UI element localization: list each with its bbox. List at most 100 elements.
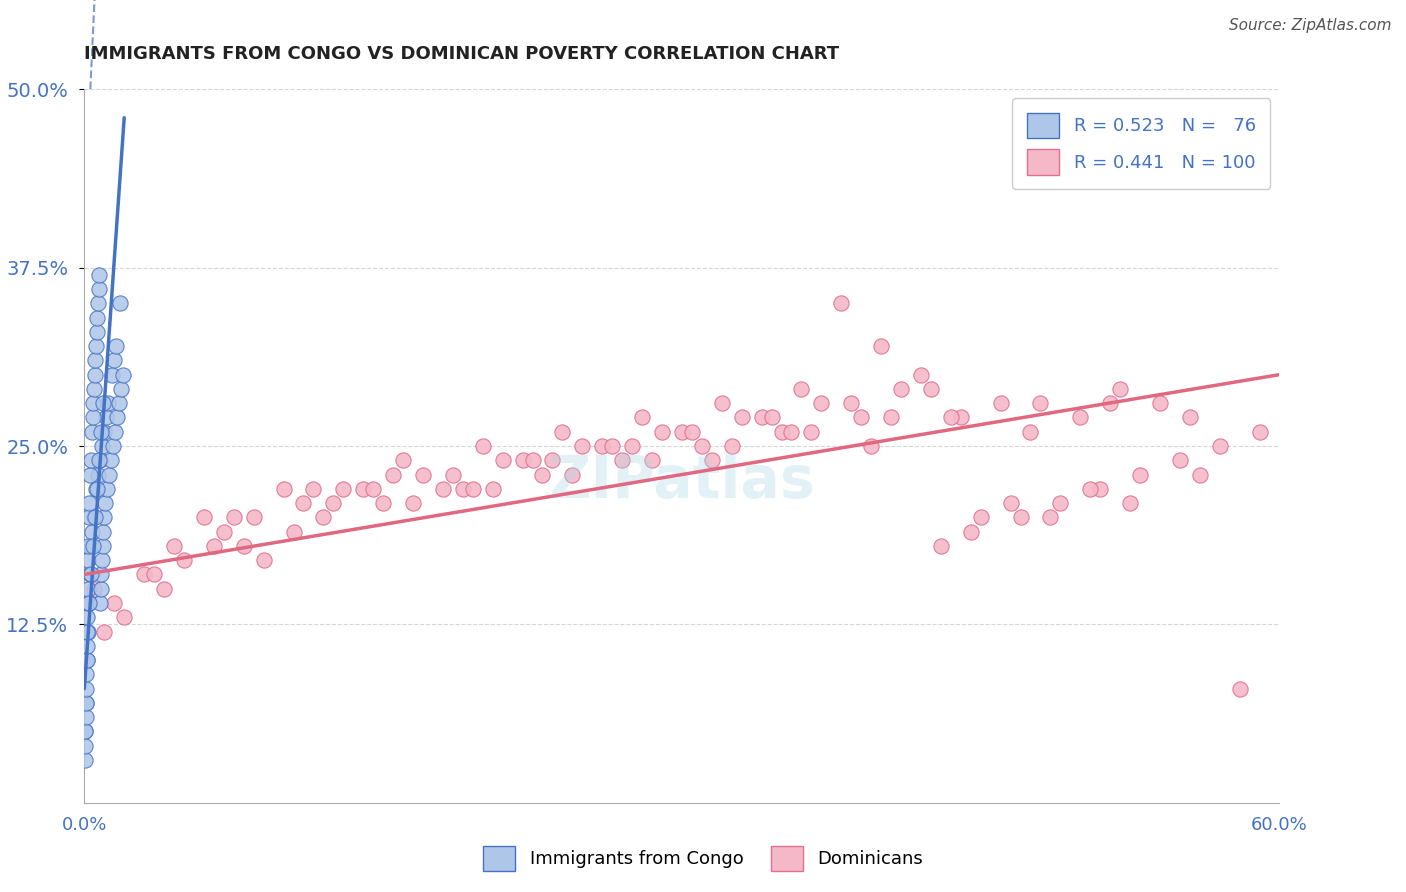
Point [80,453,103,467]
Point [1069,410,1091,425]
Point [90,582,112,596]
Point [73,739,96,753]
Point [1109,382,1132,396]
Point [990,396,1012,410]
Point [202,539,225,553]
Point [531,467,554,482]
Point [104,425,127,439]
Point [880,410,903,425]
Point [849,410,872,425]
Point [959,524,981,539]
Point [105,410,128,425]
Point [402,496,425,510]
Point [82,396,104,410]
Point [79,467,101,482]
Point [292,496,315,510]
Point [103,439,125,453]
Point [91,524,114,539]
Point [700,453,723,467]
Point [132,567,156,582]
Point [112,610,135,624]
Point [382,467,405,482]
Point [1019,425,1042,439]
Point [621,439,644,453]
Point [610,453,633,467]
Point [83,510,105,524]
Point [75,724,97,739]
Point [82,539,104,553]
Text: Source: ZipAtlas.com: Source: ZipAtlas.com [1229,18,1392,33]
Point [75,667,97,681]
Point [91,539,114,553]
Point [110,382,132,396]
Point [75,696,97,710]
Point [312,510,335,524]
Point [87,453,110,467]
Point [1208,439,1232,453]
Point [77,624,100,639]
Point [97,396,120,410]
Point [91,396,114,410]
Point [100,453,122,467]
Point [105,339,128,353]
Point [1049,496,1071,510]
Point [94,496,117,510]
Point [780,425,803,439]
Text: 0.0%: 0.0% [62,816,107,834]
Point [302,482,325,496]
Point [90,553,112,567]
Point [1178,410,1201,425]
Point [720,439,742,453]
Point [1249,425,1271,439]
Point [86,310,108,325]
Point [84,339,107,353]
Point [80,539,103,553]
Point [82,410,104,425]
Point [103,596,125,610]
Point [93,425,115,439]
Point [75,696,97,710]
Point [790,382,813,396]
Point [93,510,115,524]
Point [1129,467,1152,482]
Point [492,453,515,467]
Point [87,282,110,296]
Point [76,624,98,639]
Point [571,439,593,453]
Point [91,439,114,453]
Point [193,510,215,524]
Point [770,425,793,439]
Point [1119,496,1142,510]
Point [651,425,673,439]
Point [1010,510,1032,524]
Point [86,482,108,496]
Point [481,482,503,496]
Point [87,467,110,482]
Point [929,539,952,553]
Point [77,596,100,610]
Point [153,582,176,596]
Point [731,410,754,425]
Point [641,453,664,467]
Point [371,496,394,510]
Point [96,482,118,496]
Point [93,624,115,639]
Point [87,296,110,310]
Point [671,425,693,439]
Point [76,596,98,610]
Point [76,639,98,653]
Point [939,410,962,425]
Point [76,582,98,596]
Point [89,268,111,282]
Point [84,353,107,368]
Point [108,396,131,410]
Point [273,482,295,496]
Point [541,453,564,467]
Point [76,653,98,667]
Point [1149,396,1171,410]
Point [412,467,434,482]
Point [79,567,101,582]
Point [103,353,125,368]
Point [751,410,773,425]
Point [392,453,415,467]
